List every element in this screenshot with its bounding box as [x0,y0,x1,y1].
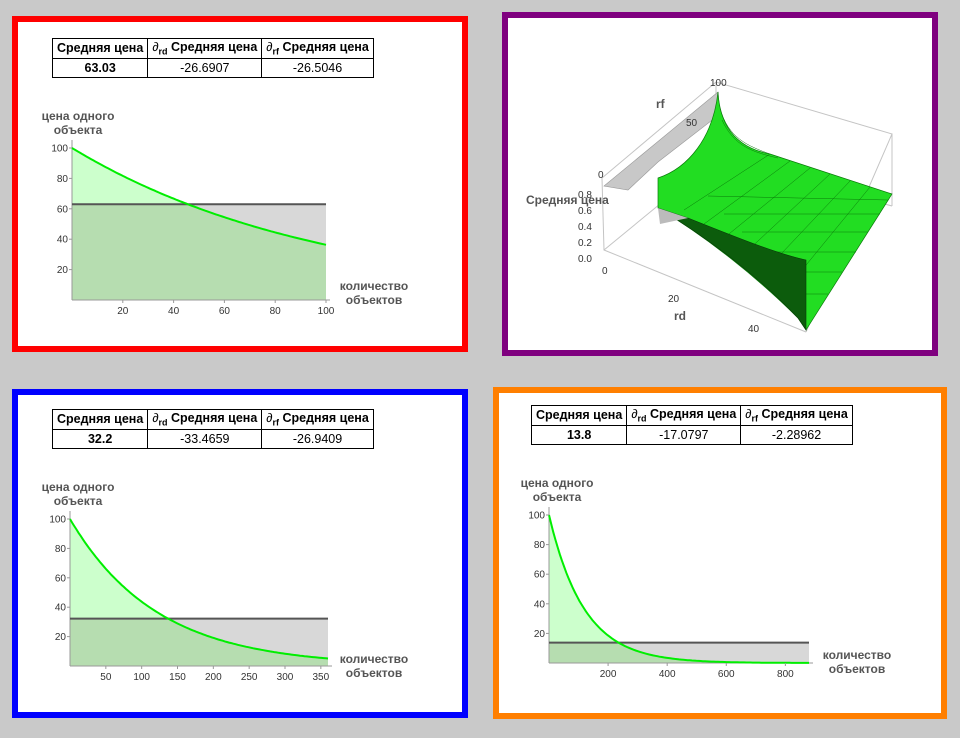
header-d-rd: ∂rd Средняя цена [147,409,263,430]
x-tick-label: 100 [133,672,150,683]
x-axis-label-line: объектов [829,662,885,676]
rd-tick-40: 40 [748,324,760,335]
value-mean-price: 13.8 [530,424,628,445]
stats-table: Средняя цена ∂rd Средняя цена ∂rf Средня… [51,409,374,449]
surface-chart: 100 50 0 rf 0.8 0.6 0.4 0.2 0.0 Средняя … [526,78,893,335]
rd-tick-0: 0 [602,266,608,277]
y-axis-label-line: объекта [54,494,103,508]
value-d-rf: -26.5046 [261,57,374,78]
y-tick-label: 20 [55,632,67,643]
rd-tick-20: 20 [668,294,680,305]
curve-area [549,515,809,663]
x-axis-label: количество объектов [340,652,408,680]
panel-bottom-left: Средняя цена ∂rd Средняя цена ∂rf Средня… [12,389,468,718]
y-tick-label: 100 [49,515,66,526]
rf-tick-0: 0 [598,170,604,181]
z-axis-label: Средняя цена [526,193,609,207]
rf-tick-100: 100 [710,78,727,89]
y-tick-label: 40 [55,603,67,614]
x-tick-label: 80 [270,306,282,317]
x-axis-label-line: объектов [346,293,402,307]
stats-table: Средняя цена ∂rd Средняя цена ∂rf Средня… [530,405,853,445]
price-chart: 50 100 150 200 250 300 350 20 40 60 80 100 цена одно… [42,480,409,683]
y-axis-label: цена одного объекта [42,109,115,137]
overlap-area [72,204,326,300]
stats-table: Средняя цена ∂rd Средняя цена ∂rf Средня… [51,38,374,78]
x-axis-label-line: количество [340,652,408,666]
rd-axis-label: rd [674,309,686,323]
x-tick-label: 200 [600,669,617,680]
x-tick-label: 60 [219,306,231,317]
y-axis-label-line: цена одного [42,480,115,494]
z-tick-08: 0.8 [578,190,592,201]
x-tick-label: 150 [169,672,186,683]
overlap-area [70,618,328,666]
x-tick-label: 40 [168,306,180,317]
x-axis-label: количество объектов [823,648,891,676]
x-axis-label: количество объектов [340,279,408,307]
value-mean-price: 32.2 [51,428,149,449]
overlap-area [549,642,809,663]
surface-top [657,91,893,331]
y-tick-label: 100 [528,511,545,522]
header-mean-price: Средняя цена [51,409,149,430]
price-curve [71,147,327,246]
y-tick-label: 80 [57,174,69,185]
y-tick-label: 40 [57,235,69,246]
rf-tick-50: 50 [686,118,698,129]
value-d-rf: -26.9409 [261,428,374,449]
y-axis-label-line: объекта [533,490,582,504]
y-axis-label: цена одного объекта [521,476,594,504]
z-tick-06: 0.6 [578,206,592,217]
y-tick-label: 20 [534,629,546,640]
surface-back-wall [603,91,721,191]
x-tick-label: 600 [718,669,735,680]
y-tick-label: 100 [51,144,68,155]
y-axis-label-line: объекта [54,123,103,137]
x-axis-label-line: объектов [346,666,402,680]
rf-axis-label: rf [656,97,666,111]
x-tick-label: 250 [241,672,258,683]
value-d-rd: -26.6907 [147,57,263,78]
header-d-rf: ∂rf Средняя цена [740,405,853,426]
x-tick-label: 20 [117,306,129,317]
value-d-rf: -2.28962 [740,424,853,445]
header-d-rd: ∂rd Средняя цена [626,405,742,426]
price-curve [69,518,329,660]
panel-top-right: 100 50 0 rf 0.8 0.6 0.4 0.2 0.0 Средняя … [502,12,938,356]
y-axis-label-line: цена одного [42,109,115,123]
value-d-rd: -17.0797 [626,424,742,445]
x-tick-label: 350 [312,672,329,683]
price-chart: 20 40 60 80 100 20 40 60 80 100 цена одного объекта… [42,109,409,317]
price-curve [548,514,809,664]
y-tick-label: 80 [534,540,546,551]
y-tick-label: 20 [57,265,69,276]
x-tick-label: 100 [318,306,335,317]
y-tick-label: 60 [534,570,546,581]
y-tick-label: 60 [57,204,69,215]
x-tick-label: 300 [277,672,294,683]
value-mean-price: 63.03 [51,57,149,78]
x-tick-label: 200 [205,672,222,683]
x-tick-label: 800 [777,669,794,680]
value-d-rd: -33.4659 [147,428,263,449]
surface-front-face [657,207,807,331]
x-axis-label-line: количество [340,279,408,293]
x-tick-label: 400 [659,669,676,680]
y-tick-label: 60 [55,573,67,584]
panel-top-left: Средняя цена ∂rd Средняя цена ∂rf Средня… [12,16,468,352]
y-axis-label-line: цена одного [521,476,594,490]
z-tick-04: 0.4 [578,222,592,233]
y-axis-label: цена одного объекта [42,480,115,508]
x-tick-label: 50 [100,672,112,683]
header-d-rf: ∂rf Средняя цена [261,38,374,59]
panel-bottom-right: Средняя цена ∂rd Средняя цена ∂rf Средня… [493,387,947,719]
y-tick-label: 80 [55,544,67,555]
z-tick-00: 0.0 [578,254,592,265]
z-tick-02: 0.2 [578,238,592,249]
surface-front-grey [658,208,688,224]
x-axis-label-line: количество [823,648,891,662]
y-tick-label: 40 [534,599,546,610]
